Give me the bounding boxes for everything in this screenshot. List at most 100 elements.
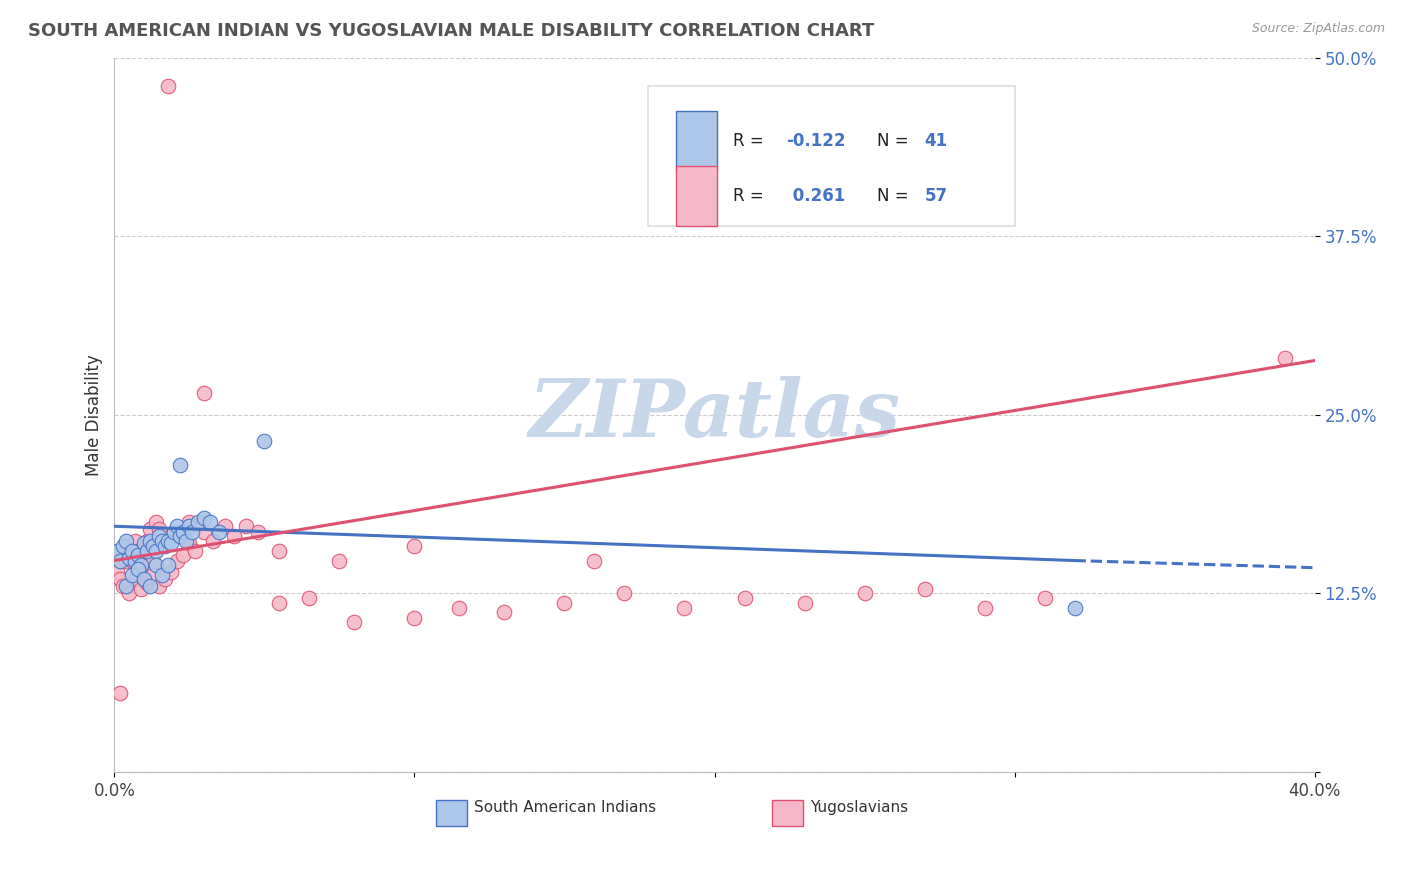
Point [127, 562, 149, 576]
Point [553, 596, 575, 610]
Point [145, 515, 167, 529]
Point [673, 600, 696, 615]
Point [328, 553, 350, 567]
Text: -0.122: -0.122 [786, 132, 846, 150]
Point [157, 533, 180, 548]
Point [583, 553, 606, 567]
Point [121, 567, 143, 582]
Point [134, 572, 156, 586]
Point [208, 524, 231, 539]
Point [193, 510, 215, 524]
FancyBboxPatch shape [648, 87, 1015, 226]
Point [160, 536, 183, 550]
Point [269, 543, 291, 558]
Point [1274, 351, 1296, 365]
Point [124, 533, 146, 548]
Point [134, 536, 156, 550]
Text: SOUTH AMERICAN INDIAN VS YUGOSLAVIAN MALE DISABILITY CORRELATION CHART: SOUTH AMERICAN INDIAN VS YUGOSLAVIAN MAL… [28, 22, 875, 40]
Point [247, 524, 270, 539]
Point [131, 582, 153, 596]
Point [152, 567, 174, 582]
Point [298, 591, 321, 605]
Point [148, 522, 170, 536]
Point [172, 548, 194, 562]
Point [142, 539, 165, 553]
Point [973, 600, 995, 615]
Point [269, 596, 291, 610]
Point [193, 386, 215, 401]
Point [214, 519, 236, 533]
Text: N =: N = [876, 132, 914, 150]
Point [1063, 600, 1085, 615]
Text: N =: N = [876, 187, 914, 205]
Point [148, 529, 170, 543]
Text: 57: 57 [925, 187, 948, 205]
Point [404, 610, 426, 624]
Point [155, 572, 177, 586]
Point [179, 536, 201, 550]
Text: Source: ZipAtlas.com: Source: ZipAtlas.com [1251, 22, 1385, 36]
Point [169, 529, 191, 543]
Point [343, 615, 366, 629]
Point [118, 550, 141, 565]
Point [118, 543, 141, 558]
Point [734, 591, 756, 605]
Text: R =: R = [733, 132, 769, 150]
Point [253, 434, 276, 448]
FancyBboxPatch shape [436, 800, 467, 825]
Point [193, 524, 215, 539]
Point [134, 548, 156, 562]
Point [145, 558, 167, 572]
Point [235, 519, 257, 533]
Point [121, 543, 143, 558]
Point [152, 533, 174, 548]
Point [172, 524, 194, 539]
Point [118, 586, 141, 600]
Point [112, 548, 135, 562]
Text: R =: R = [733, 187, 769, 205]
Point [176, 533, 198, 548]
Point [127, 548, 149, 562]
Point [112, 579, 135, 593]
FancyBboxPatch shape [676, 111, 717, 171]
Point [184, 543, 207, 558]
Point [613, 586, 636, 600]
Point [157, 79, 180, 94]
Point [112, 539, 135, 553]
Point [131, 558, 153, 572]
Point [110, 572, 132, 586]
Point [145, 543, 167, 558]
Point [115, 553, 138, 567]
Point [166, 519, 188, 533]
Point [160, 565, 183, 579]
Text: 0.261: 0.261 [786, 187, 845, 205]
Point [139, 533, 162, 548]
Point [127, 543, 149, 558]
Point [107, 565, 129, 579]
Point [142, 553, 165, 567]
Point [110, 686, 132, 700]
Text: South American Indians: South American Indians [474, 800, 657, 815]
Text: Yugoslavians: Yugoslavians [810, 800, 908, 815]
Point [136, 543, 159, 558]
Point [224, 529, 246, 543]
Text: ZIPatlas: ZIPatlas [529, 376, 901, 453]
Point [449, 600, 471, 615]
Point [136, 533, 159, 548]
Point [1033, 591, 1056, 605]
Point [166, 553, 188, 567]
Point [157, 558, 180, 572]
Point [139, 522, 162, 536]
Point [181, 524, 204, 539]
Point [404, 539, 426, 553]
Point [179, 519, 201, 533]
Text: 41: 41 [925, 132, 948, 150]
Point [169, 458, 191, 472]
Point [142, 567, 165, 582]
Point [136, 576, 159, 591]
Point [121, 553, 143, 567]
Point [200, 515, 222, 529]
Point [107, 543, 129, 558]
Y-axis label: Male Disability: Male Disability [86, 354, 103, 475]
Point [148, 579, 170, 593]
